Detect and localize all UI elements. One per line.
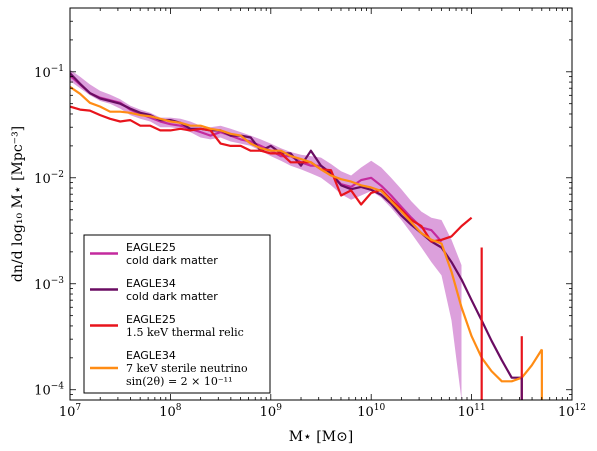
legend-label-2-2: cold dark matter [126,290,218,303]
legend-label-4-2: 7 keV sterile neutrino [126,362,248,375]
x-tick-label: 1012 [558,403,586,420]
y-tick-label: 10−3 [34,276,64,293]
y-tick-label: 10−1 [34,64,64,81]
cdm-uncertainty-band [70,69,462,400]
x-tick-label: 1010 [357,403,385,420]
legend-label-2-1: EAGLE34 [126,277,176,290]
x-tick-label: 1011 [458,403,486,420]
series-line-3 [70,105,473,243]
y-tick-label: 10−4 [34,382,64,399]
cdm-uncertainty-band-layer [70,69,462,400]
y-axis-label: dn/d log₁₀ M⋆ [Mpc⁻³] [10,126,26,282]
legend-box [83,234,271,394]
legend-label-3-1: EAGLE25 [126,313,176,326]
x-tick-label: 108 [159,403,182,420]
legend-label-4-1: EAGLE34 [126,349,176,362]
legend-label-1-2: cold dark matter [126,254,218,267]
x-tick-label: 107 [59,403,82,420]
x-axis-label: M⋆ [M⊙] [289,429,354,445]
y-tick-label: 10−2 [34,170,64,187]
series-line-4 [70,85,543,383]
legend-label-3-2: 1.5 keV thermal relic [126,326,244,339]
legend-label-1-1: EAGLE25 [126,241,176,254]
legend-label-4-3: sin(2θ) = 2 × 10⁻¹¹ [126,375,233,388]
plot-frame [69,7,573,401]
series-line-1 [70,74,443,243]
series-layer [70,72,543,400]
x-tick-label: 109 [260,403,283,420]
